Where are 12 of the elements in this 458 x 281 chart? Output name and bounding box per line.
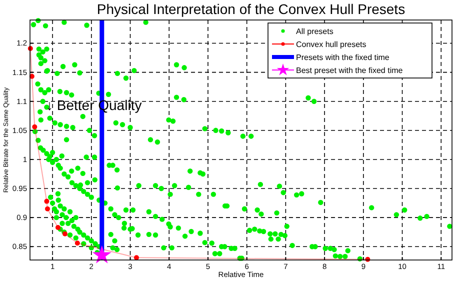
legend-label: Convex hull presets xyxy=(296,40,366,49)
point xyxy=(32,124,38,130)
point xyxy=(74,240,80,246)
legend-label: All presets xyxy=(296,27,334,36)
point xyxy=(55,224,60,230)
legend-label: Best preset with the fixed time xyxy=(296,66,404,75)
legend-label: Presets with the fixed time xyxy=(296,53,390,62)
chart-title: Physical Interpretation of the Convex Hull Presets xyxy=(96,1,406,17)
point xyxy=(44,198,50,204)
point xyxy=(44,206,50,212)
point xyxy=(134,255,139,260)
point xyxy=(92,245,112,264)
